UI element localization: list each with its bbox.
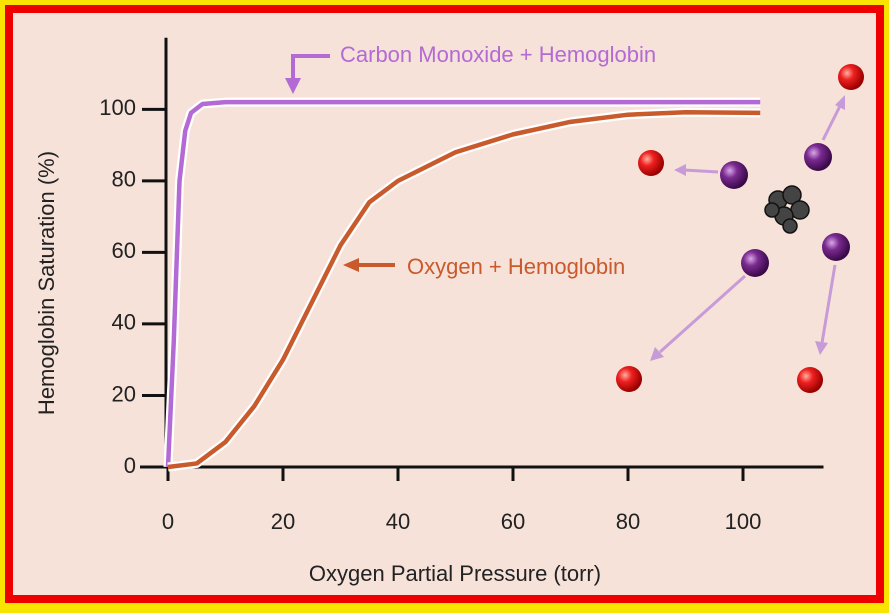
x-tick-label: 60 — [501, 509, 525, 534]
y-tick-label: 20 — [112, 381, 136, 406]
series-label: Carbon Monoxide + Hemoglobin — [340, 42, 656, 67]
x-tick-label: 100 — [725, 509, 762, 534]
co-molecule — [822, 233, 850, 261]
chart: Oxygen Partial Pressure (torr) Hemoglobi… — [0, 0, 889, 608]
x-tick-label: 40 — [386, 509, 410, 534]
x-tick-label: 0 — [162, 509, 174, 534]
y-tick-label: 0 — [124, 453, 136, 478]
y-tick-label: 60 — [112, 238, 136, 263]
co-molecule — [804, 143, 832, 171]
oxygen-atom — [797, 367, 823, 393]
y-tick-label: 40 — [112, 310, 136, 335]
oxygen-atom — [638, 150, 664, 176]
arrow — [684, 170, 718, 172]
page: Oxygen Partial Pressure (torr) Hemoglobi… — [0, 0, 889, 613]
oxygen-atom — [838, 64, 864, 90]
oxygen-atom — [616, 366, 642, 392]
series-label: Oxygen + Hemoglobin — [407, 254, 625, 279]
y-axis-title: Hemoglobin Saturation (%) — [34, 151, 59, 415]
co-molecule — [741, 249, 769, 277]
x-axis-title: Oxygen Partial Pressure (torr) — [309, 561, 601, 586]
y-tick-label: 80 — [112, 167, 136, 192]
x-tick-label: 20 — [271, 509, 295, 534]
x-tick-label: 80 — [616, 509, 640, 534]
co-molecule — [720, 161, 748, 189]
y-tick-label: 100 — [99, 95, 136, 120]
